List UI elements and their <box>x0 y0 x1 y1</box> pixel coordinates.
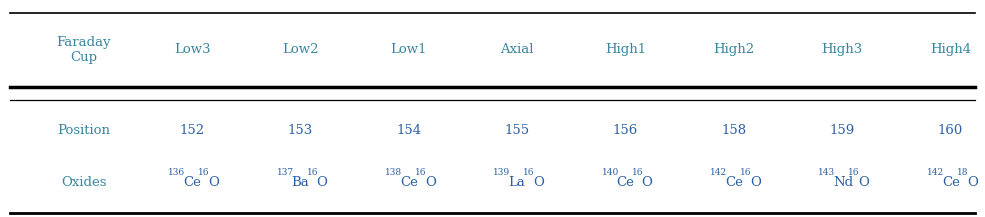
Text: O: O <box>316 176 328 189</box>
Text: 160: 160 <box>938 124 963 137</box>
Text: Low2: Low2 <box>282 43 319 56</box>
Text: O: O <box>750 176 761 189</box>
Text: Ba: Ba <box>292 176 309 189</box>
Text: Ce: Ce <box>617 176 634 189</box>
Text: High4: High4 <box>930 43 971 56</box>
Text: 142: 142 <box>927 168 944 177</box>
Text: 16: 16 <box>198 168 210 177</box>
Text: O: O <box>858 176 870 189</box>
Text: High3: High3 <box>821 43 863 56</box>
Text: Low3: Low3 <box>173 43 211 56</box>
Text: Ce: Ce <box>942 176 959 189</box>
Text: Position: Position <box>57 124 110 137</box>
Text: Faraday
Cup: Faraday Cup <box>56 36 111 64</box>
Text: 142: 142 <box>710 168 727 177</box>
Text: 154: 154 <box>396 124 422 137</box>
Text: 159: 159 <box>829 124 855 137</box>
Text: 136: 136 <box>168 168 185 177</box>
Text: La: La <box>508 176 525 189</box>
Text: Low1: Low1 <box>390 43 427 56</box>
Text: 16: 16 <box>523 168 535 177</box>
Text: 137: 137 <box>277 168 294 177</box>
Text: 143: 143 <box>819 168 835 177</box>
Text: O: O <box>966 176 978 189</box>
Text: Axial: Axial <box>500 43 534 56</box>
Text: Ce: Ce <box>725 176 743 189</box>
Text: 153: 153 <box>288 124 313 137</box>
Text: O: O <box>641 176 653 189</box>
Text: 152: 152 <box>179 124 205 137</box>
Text: Nd: Nd <box>833 176 854 189</box>
Text: 16: 16 <box>631 168 643 177</box>
Text: O: O <box>533 176 545 189</box>
Text: 140: 140 <box>602 168 619 177</box>
Text: High2: High2 <box>713 43 755 56</box>
Text: 155: 155 <box>504 124 530 137</box>
Text: Oxides: Oxides <box>61 176 106 189</box>
Text: 16: 16 <box>740 168 752 177</box>
Text: Ce: Ce <box>400 176 418 189</box>
Text: High1: High1 <box>605 43 646 56</box>
Text: 138: 138 <box>385 168 402 177</box>
Text: 16: 16 <box>415 168 427 177</box>
Text: O: O <box>208 176 220 189</box>
Text: 16: 16 <box>306 168 318 177</box>
Text: 16: 16 <box>848 168 860 177</box>
Text: 156: 156 <box>613 124 638 137</box>
Text: 158: 158 <box>721 124 747 137</box>
Text: 18: 18 <box>956 168 968 177</box>
Text: O: O <box>425 176 436 189</box>
Text: Ce: Ce <box>183 176 201 189</box>
Text: 139: 139 <box>493 168 510 177</box>
